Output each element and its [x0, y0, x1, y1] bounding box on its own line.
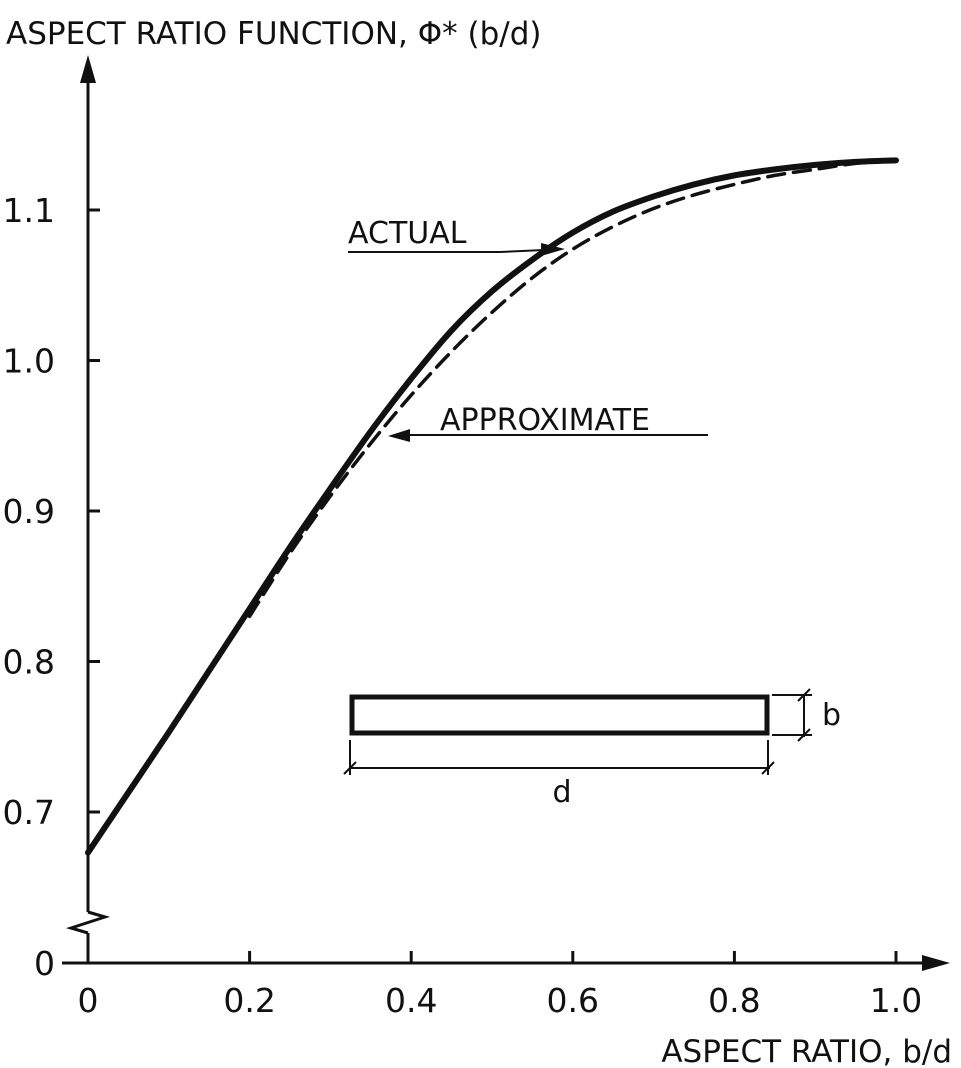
curves: [85, 157, 899, 856]
ticks: 0 0.2 0.4 0.6 0.8 1.0 0 0.7 0.8 0.9 1.0 1.1: [3, 191, 923, 1020]
dimension-b-label: b: [822, 698, 841, 733]
dimension-d-label: d: [552, 775, 571, 810]
cross-section-rect: [349, 694, 770, 736]
dimension-b-tick-top: [797, 688, 811, 702]
y-tick-label: 0: [34, 944, 55, 983]
y-axis-title: ASPECT RATIO FUNCTION, Φ* (b/d): [6, 16, 542, 52]
actual-arrowhead: [541, 243, 565, 256]
axis-break-mark: [65, 910, 111, 935]
dimension-d-tick-right: [761, 761, 775, 775]
series-line-0: [85, 157, 899, 856]
y-tick-label: 1.0: [3, 342, 55, 381]
y-axis-arrow: [80, 55, 96, 83]
cross-section-inset: db: [343, 688, 841, 810]
axis-titles: ASPECT RATIO FUNCTION, Φ* (b/d) ASPECT RA…: [6, 16, 952, 1068]
y-tick-label: 1.1: [3, 191, 55, 230]
dimension-b-tick-bottom: [797, 728, 811, 742]
x-axis-arrow: [922, 955, 950, 971]
x-axis-title: ASPECT RATIO, b/d: [661, 1034, 952, 1068]
x-tick-label: 0: [78, 981, 99, 1020]
y-tick-label: 0.9: [3, 492, 55, 531]
actual-label: ACTUAL: [348, 216, 467, 251]
approximate-arrowhead: [388, 429, 410, 442]
y-tick-label: 0.8: [3, 643, 55, 682]
y-tick-label: 0.7: [3, 793, 55, 832]
x-tick-label: 0.8: [708, 981, 760, 1020]
actual-leader: [499, 249, 545, 253]
x-tick-label: 1.0: [870, 981, 922, 1020]
x-tick-label: 0.6: [547, 981, 599, 1020]
axes: [62, 55, 950, 971]
series-line-1: [247, 158, 898, 619]
x-tick-label: 0.2: [223, 981, 275, 1020]
annotations: ACTUAL APPROXIMATE: [348, 216, 708, 442]
x-tick-label: 0.4: [385, 981, 437, 1020]
dimension-d-tick-left: [343, 761, 357, 775]
approximate-label: APPROXIMATE: [440, 403, 650, 438]
